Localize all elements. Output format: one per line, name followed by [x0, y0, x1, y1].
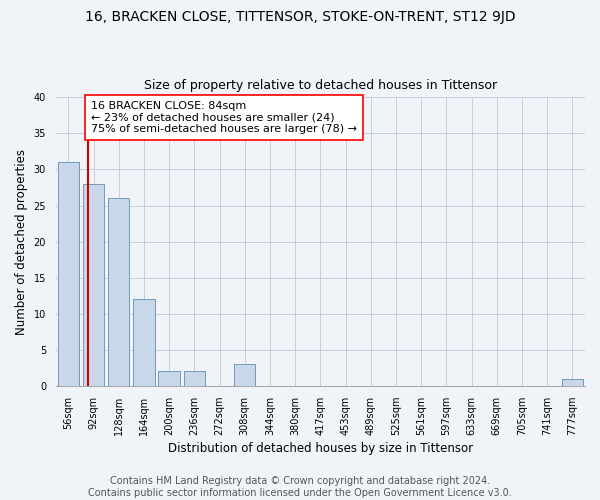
- Bar: [83, 184, 104, 386]
- Bar: [562, 378, 583, 386]
- Text: Contains HM Land Registry data © Crown copyright and database right 2024.
Contai: Contains HM Land Registry data © Crown c…: [88, 476, 512, 498]
- Text: 16, BRACKEN CLOSE, TITTENSOR, STOKE-ON-TRENT, ST12 9JD: 16, BRACKEN CLOSE, TITTENSOR, STOKE-ON-T…: [85, 10, 515, 24]
- Text: 16 BRACKEN CLOSE: 84sqm
← 23% of detached houses are smaller (24)
75% of semi-de: 16 BRACKEN CLOSE: 84sqm ← 23% of detache…: [91, 101, 357, 134]
- Bar: [184, 372, 205, 386]
- Bar: [133, 300, 155, 386]
- X-axis label: Distribution of detached houses by size in Tittensor: Distribution of detached houses by size …: [168, 442, 473, 455]
- Y-axis label: Number of detached properties: Number of detached properties: [15, 148, 28, 334]
- Bar: [108, 198, 130, 386]
- Title: Size of property relative to detached houses in Tittensor: Size of property relative to detached ho…: [144, 79, 497, 92]
- Bar: [158, 372, 180, 386]
- Bar: [234, 364, 256, 386]
- Bar: [58, 162, 79, 386]
